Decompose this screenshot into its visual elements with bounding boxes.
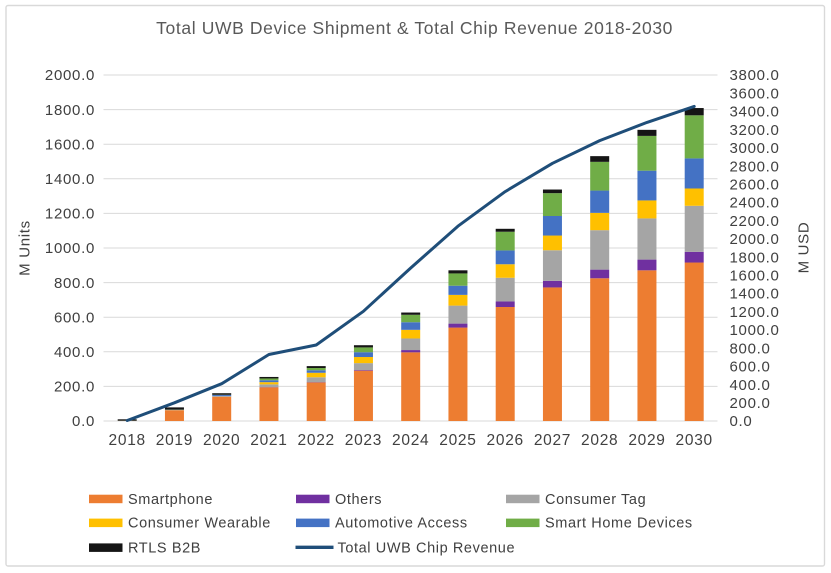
svg-text:2025: 2025 [439,432,476,449]
svg-text:Total UWB Device Shipment & To: Total UWB Device Shipment & Total Chip R… [156,18,673,38]
svg-text:400.0: 400.0 [54,344,95,361]
svg-text:2019: 2019 [156,432,193,449]
svg-text:200.0: 200.0 [730,395,771,412]
svg-text:1600.0: 1600.0 [45,136,95,153]
svg-text:1400.0: 1400.0 [45,171,95,188]
svg-text:2024: 2024 [392,432,429,449]
svg-text:2600.0: 2600.0 [730,176,780,193]
svg-text:Smartphone: Smartphone [128,492,213,508]
svg-text:1400.0: 1400.0 [730,286,780,303]
svg-text:Consumer Wearable: Consumer Wearable [128,516,271,532]
svg-text:2020: 2020 [203,432,240,449]
svg-text:3800.0: 3800.0 [730,67,780,84]
svg-text:200.0: 200.0 [54,379,95,396]
svg-text:Others: Others [335,492,382,508]
svg-text:2800.0: 2800.0 [730,158,780,175]
svg-text:2200.0: 2200.0 [730,213,780,230]
svg-text:M Units: M Units [17,220,34,276]
svg-text:2400.0: 2400.0 [730,195,780,212]
svg-text:2026: 2026 [487,432,524,449]
svg-text:RTLS B2B: RTLS B2B [128,541,201,557]
svg-text:1800.0: 1800.0 [45,102,95,119]
svg-text:2029: 2029 [628,432,665,449]
svg-text:1600.0: 1600.0 [730,268,780,285]
svg-text:600.0: 600.0 [54,309,95,326]
svg-text:1800.0: 1800.0 [730,249,780,266]
svg-text:M USD: M USD [796,222,813,274]
svg-text:2023: 2023 [345,432,382,449]
svg-text:2000.0: 2000.0 [45,67,95,84]
svg-text:1200.0: 1200.0 [730,304,780,321]
svg-text:2018: 2018 [109,432,146,449]
svg-text:1200.0: 1200.0 [45,206,95,223]
svg-text:Smart Home Devices: Smart Home Devices [545,516,693,532]
svg-text:600.0: 600.0 [730,359,771,376]
svg-text:2021: 2021 [250,432,287,449]
svg-text:1000.0: 1000.0 [45,240,95,257]
svg-text:3400.0: 3400.0 [730,104,780,121]
svg-text:Automotive Access: Automotive Access [335,516,468,532]
svg-text:1000.0: 1000.0 [730,322,780,339]
svg-text:2027: 2027 [534,432,571,449]
svg-text:2028: 2028 [581,432,618,449]
svg-text:Consumer Tag: Consumer Tag [545,492,646,508]
svg-text:800.0: 800.0 [730,340,771,357]
svg-text:400.0: 400.0 [730,377,771,394]
svg-text:0.0: 0.0 [730,413,753,430]
svg-text:2030: 2030 [676,432,713,449]
svg-text:3200.0: 3200.0 [730,122,780,139]
svg-text:2022: 2022 [298,432,335,449]
svg-text:2000.0: 2000.0 [730,231,780,248]
svg-text:3000.0: 3000.0 [730,140,780,157]
svg-text:800.0: 800.0 [54,275,95,292]
svg-text:Total UWB Chip Revenue: Total UWB Chip Revenue [338,541,516,557]
svg-text:3600.0: 3600.0 [730,85,780,102]
svg-text:0.0: 0.0 [72,413,95,430]
